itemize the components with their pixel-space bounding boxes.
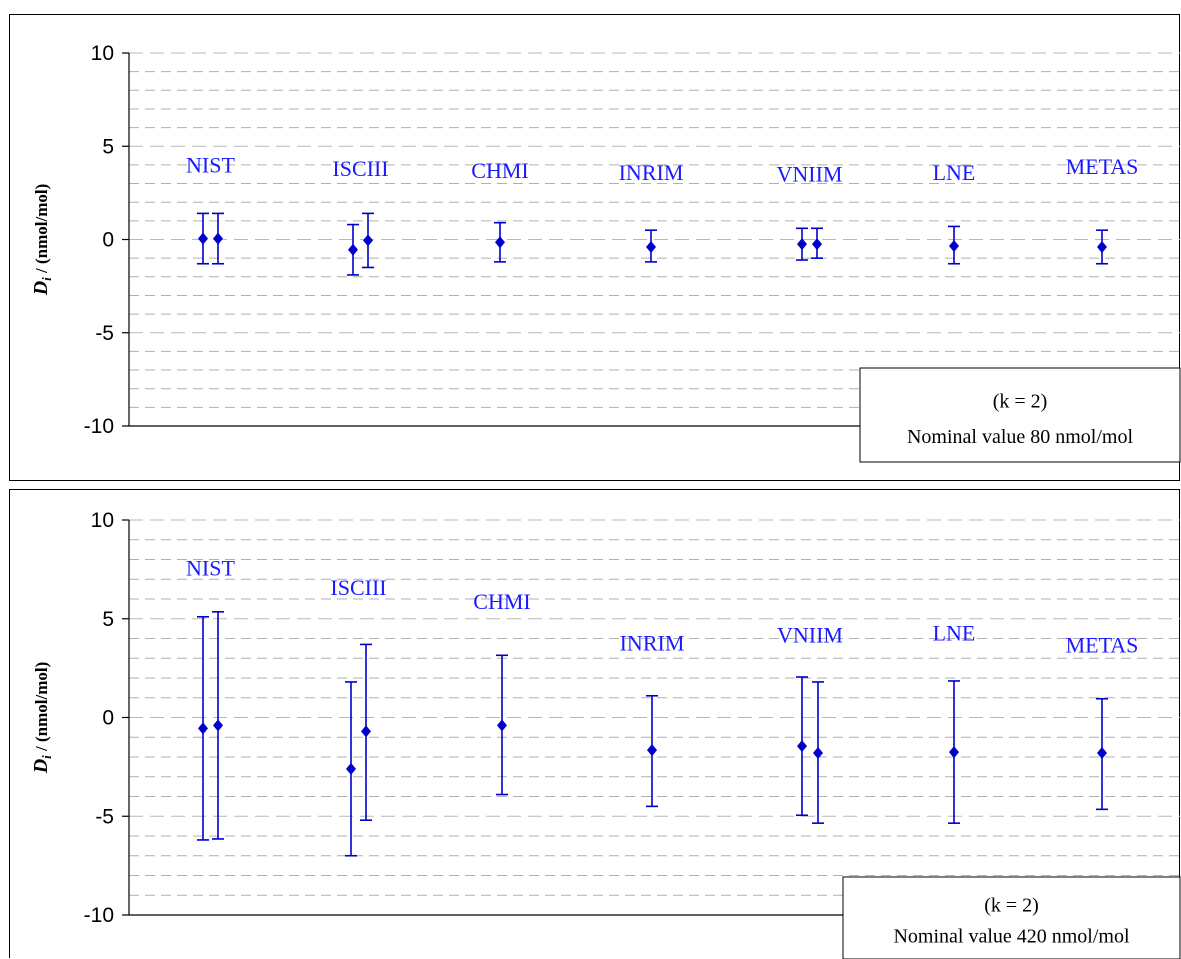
data-point-nist-2 xyxy=(212,611,224,840)
diamond-marker xyxy=(812,238,822,251)
legend-box: (k = 2) Nominal value 420 nmol/mol xyxy=(842,876,1181,959)
y-tick-label: 10 xyxy=(91,509,114,532)
data-point-nist-1 xyxy=(197,615,209,841)
legend-coverage-text: (k = 2) xyxy=(993,390,1048,412)
lab-label-metas: METAS xyxy=(1066,632,1139,657)
diamond-marker xyxy=(348,243,358,256)
diamond-marker xyxy=(797,740,807,753)
y-tick-label: -5 xyxy=(95,322,114,345)
chart-top-svg: 10 5 0 -5 -10 Di / (nmol/mol) NIST ISCIII CHMI IN… xyxy=(30,42,1181,463)
lab-label-lne: LNE xyxy=(933,620,976,645)
chart-panel-top: 10 5 0 -5 -10 Di / (nmol/mol) NIST ISCIII CHMI IN… xyxy=(9,14,1181,481)
y-tick-label: -10 xyxy=(84,904,114,927)
data-point-vniim-1 xyxy=(796,227,808,261)
diamond-marker xyxy=(213,719,223,732)
lab-label-isciii: ISCIII xyxy=(330,575,386,600)
data-point-isciii-1 xyxy=(347,223,359,276)
data-point-nist-1 xyxy=(197,212,209,265)
y-tick-label: -10 xyxy=(84,415,114,438)
legend-box: (k = 2) Nominal value 80 nmol/mol xyxy=(859,367,1181,463)
data-point-chmi-1 xyxy=(496,654,508,796)
legend-coverage-text: (k = 2) xyxy=(984,894,1039,916)
diamond-marker xyxy=(213,232,223,245)
diamond-marker xyxy=(813,747,823,760)
data-point-vniim-2 xyxy=(811,227,823,259)
y-axis-label: Di / (nmol/mol) xyxy=(30,662,54,775)
chart-bottom-svg: 10 5 0 -5 -10 Di / (nmol/mol) NIST ISCIII CHMI IN… xyxy=(30,509,1181,959)
data-point-metas-1 xyxy=(1096,697,1108,811)
data-point-inrim-1 xyxy=(646,694,658,808)
diamond-marker xyxy=(1097,240,1107,253)
data-point-vniim-2 xyxy=(812,681,824,824)
y-axis-label: Di / (nmol/mol) xyxy=(30,184,54,297)
data-point-vniim-1 xyxy=(796,676,808,817)
data-point-chmi-1 xyxy=(494,221,506,263)
lab-label-nist: NIST xyxy=(186,152,235,177)
y-tick-label: 0 xyxy=(102,707,114,730)
y-tick-label: 0 xyxy=(102,229,114,252)
lab-label-metas: METAS xyxy=(1066,154,1139,179)
lab-label-inrim: INRIM xyxy=(620,630,685,655)
lab-label-chmi: CHMI xyxy=(473,589,530,614)
y-tick-label: 5 xyxy=(102,135,114,158)
legend-nominal-text: Nominal value 420 nmol/mol xyxy=(893,926,1130,948)
data-point-lne-1 xyxy=(948,225,960,265)
chart-panel-bottom: 10 5 0 -5 -10 Di / (nmol/mol) NIST ISCIII CHMI IN… xyxy=(9,489,1181,959)
diamond-marker xyxy=(495,236,505,249)
legend-frame xyxy=(842,876,1181,959)
data-point-metas-1 xyxy=(1096,229,1108,265)
lab-label-vniim: VNIIM xyxy=(777,162,843,187)
diamond-marker xyxy=(198,232,208,245)
diamond-marker xyxy=(1097,747,1107,760)
data-point-nist-2 xyxy=(212,212,224,265)
y-tick-label: 10 xyxy=(91,42,114,65)
lab-label-inrim: INRIM xyxy=(619,160,684,185)
data-point-isciii-1 xyxy=(345,681,357,857)
lab-label-vniim: VNIIM xyxy=(777,622,843,647)
diamond-marker xyxy=(646,240,656,253)
lab-label-nist: NIST xyxy=(186,555,235,580)
diamond-marker xyxy=(346,762,356,775)
diamond-marker xyxy=(647,744,657,757)
y-tick-label: 5 xyxy=(102,608,114,631)
data-point-isciii-2 xyxy=(362,212,374,269)
legend-nominal-text: Nominal value 80 nmol/mol xyxy=(907,426,1134,448)
data-point-isciii-2 xyxy=(360,643,372,822)
diamond-marker xyxy=(361,725,371,738)
diamond-marker xyxy=(949,240,959,253)
diamond-marker xyxy=(949,746,959,759)
diamond-marker xyxy=(363,234,373,247)
data-point-lne-1 xyxy=(948,680,960,824)
legend-frame xyxy=(859,367,1181,463)
lab-label-chmi: CHMI xyxy=(471,158,528,183)
diamond-marker xyxy=(198,722,208,735)
diamond-marker xyxy=(497,719,507,732)
lab-label-isciii: ISCIII xyxy=(332,156,388,181)
diamond-marker xyxy=(797,238,807,251)
lab-label-lne: LNE xyxy=(933,160,976,185)
y-tick-label: -5 xyxy=(95,805,114,828)
data-point-inrim-1 xyxy=(645,229,657,263)
